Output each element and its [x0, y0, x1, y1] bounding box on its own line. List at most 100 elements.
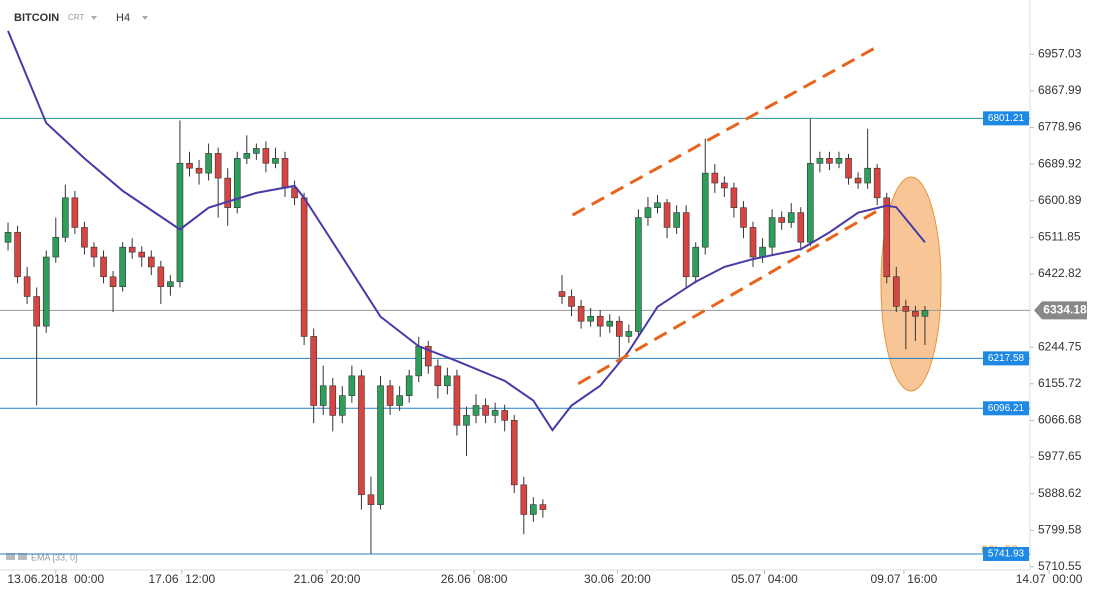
source[interactable]: CRT [68, 13, 84, 22]
candle-body [721, 182, 728, 189]
candle-body [864, 167, 871, 184]
candle-body [625, 331, 633, 337]
candle-body [147, 256, 155, 268]
candle-body [119, 246, 126, 287]
symbol[interactable]: BITCOIN [14, 12, 59, 24]
candle-body [826, 158, 833, 164]
candle-body [482, 405, 489, 416]
candle-body [873, 167, 881, 199]
candle-body [300, 197, 308, 337]
level-label-box [983, 546, 1029, 561]
x-tick-label: 30.06 20:00 [584, 572, 651, 586]
candle-body [214, 153, 222, 179]
candle-body [329, 385, 337, 416]
candle-body [615, 320, 623, 337]
level-label: 5741.93 [988, 549, 1025, 560]
candle-body [176, 162, 184, 283]
last-price-label: 6334.18 [1043, 303, 1087, 317]
candle-body [233, 158, 241, 208]
candle-body [81, 227, 88, 248]
candle-body [434, 365, 442, 387]
candle-body [501, 410, 508, 421]
level-label-box [983, 401, 1029, 416]
candle-body [902, 306, 910, 312]
candle-body [530, 504, 537, 515]
candle-body [42, 256, 50, 327]
candle-body [520, 484, 528, 515]
candle-body [444, 375, 451, 387]
candle-body [71, 197, 79, 228]
candle-body [339, 395, 346, 416]
candle-body [816, 158, 824, 164]
candle-body [100, 256, 107, 278]
candle-body [463, 415, 470, 426]
candle-body [62, 197, 69, 238]
y-tick-label: 5799.58 [1038, 522, 1082, 536]
x-tick-label: 05.07 04:00 [731, 572, 798, 586]
y-tick-label: 6511.85 [1038, 230, 1081, 244]
candle-body [14, 232, 21, 278]
candle-body [205, 153, 212, 174]
dropdown-icon[interactable] [142, 16, 148, 20]
candle-body [405, 375, 413, 396]
candle-body [510, 420, 518, 486]
level-label-box [983, 111, 1029, 126]
candle-body [224, 177, 232, 208]
candle-body [577, 306, 585, 322]
candle-body [596, 315, 604, 327]
legend-icon[interactable] [6, 553, 15, 560]
y-tick-label: 6155.72 [1038, 376, 1082, 390]
candle-body [157, 266, 165, 287]
candle-body [854, 177, 862, 184]
x-tick-label: 09.07 16:00 [871, 572, 938, 586]
x-tick-label: 17.06 12:00 [148, 572, 215, 586]
candle-body [491, 410, 499, 416]
interval[interactable]: H4 [116, 12, 130, 24]
candle-body [807, 162, 814, 243]
candle-body [835, 158, 843, 164]
candle-body [711, 172, 719, 184]
candle-body [281, 158, 289, 189]
level-label-box [983, 351, 1029, 366]
candle-body [539, 504, 547, 510]
y-tick-label: 6689.92 [1038, 156, 1082, 170]
candle-body [348, 375, 356, 396]
y-tick-label: 6244.75 [1038, 339, 1082, 353]
candle-body [367, 494, 375, 505]
candle-body [883, 197, 891, 278]
candle-body [4, 232, 12, 243]
candle-body [845, 158, 852, 179]
candle-body [892, 276, 900, 307]
candle-body [23, 276, 31, 297]
candle-body [33, 296, 40, 327]
candle-body [424, 345, 432, 367]
candle-body [243, 153, 251, 159]
x-tick-label: 13.06.2018 00:00 [7, 572, 104, 586]
candle-body [644, 207, 652, 218]
candle-body [253, 148, 260, 154]
x-tick-label: 14.07 00:00 [1016, 572, 1083, 586]
y-tick-label: 5888.62 [1038, 486, 1082, 500]
candle-body [310, 336, 317, 406]
candle-body [730, 187, 738, 208]
last-price-box [1034, 301, 1087, 320]
candle-body [472, 405, 480, 416]
candle-body [558, 291, 566, 297]
candle-body [358, 375, 365, 496]
legend-icon[interactable] [18, 553, 27, 560]
candle-body [606, 320, 614, 327]
candle-body [635, 217, 642, 332]
candle-body [272, 158, 279, 164]
candle-body [386, 385, 394, 406]
y-tick-label: 6778.96 [1038, 120, 1082, 134]
trendline [571, 45, 877, 217]
candle-body [568, 296, 575, 307]
trendline [577, 206, 883, 385]
candle-body [654, 202, 661, 208]
candle-body [453, 375, 461, 426]
candle-body [262, 148, 270, 164]
dropdown-icon[interactable] [91, 16, 97, 20]
candle-body [587, 315, 594, 322]
y-tick-label: 6422.82 [1038, 266, 1082, 280]
